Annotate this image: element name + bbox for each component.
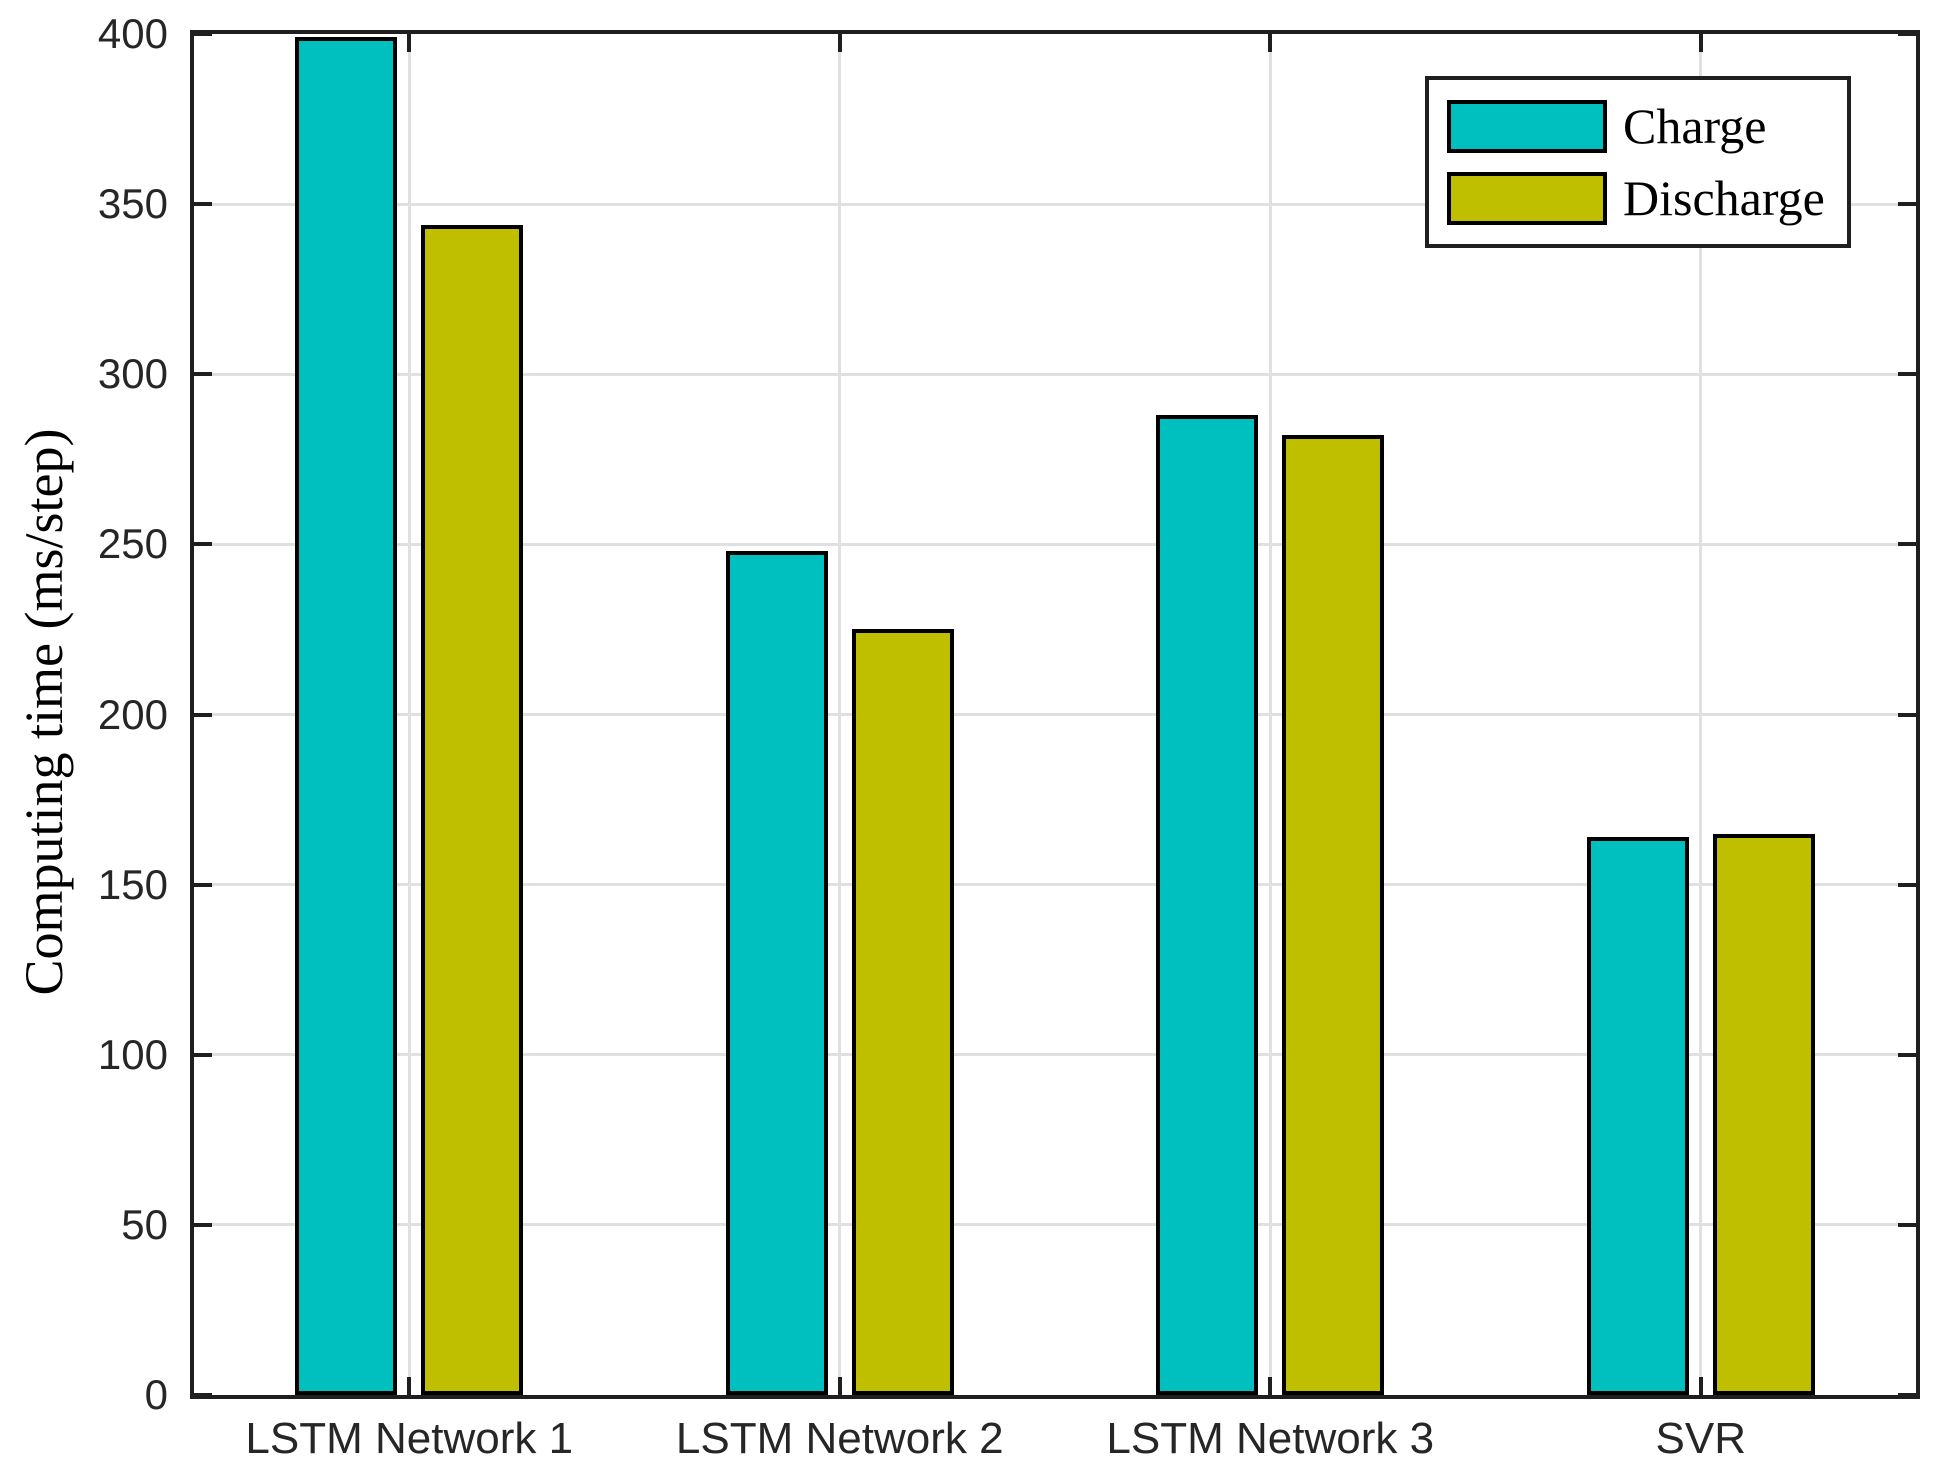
y-tick-label: 250: [97, 520, 168, 568]
y-tick-right: [1898, 882, 1916, 887]
y-tick-left: [194, 202, 212, 207]
x-tick-bottom: [407, 1377, 412, 1395]
x-tick-top: [1698, 34, 1703, 52]
y-gridline: [194, 1223, 1916, 1227]
x-gridline: [838, 34, 842, 1395]
y-tick-label: 300: [97, 350, 168, 398]
x-tick-label: SVR: [1655, 1414, 1746, 1463]
x-tick-label: LSTM Network 3: [1106, 1414, 1435, 1463]
x-gridline: [1268, 34, 1272, 1395]
legend-label: Charge: [1623, 98, 1767, 154]
y-tick-right: [1898, 1052, 1916, 1057]
bar-discharge: [421, 225, 524, 1395]
y-tick-label: 100: [97, 1030, 168, 1078]
y-tick-left: [194, 32, 212, 36]
x-tick-bottom: [1698, 1377, 1703, 1395]
y-tick-label: 150: [97, 860, 168, 908]
plot-area: Charge Discharge: [190, 30, 1920, 1399]
y-gridline: [194, 883, 1916, 887]
y-tick-right: [1898, 1393, 1916, 1397]
y-tick-left: [194, 712, 212, 717]
legend-swatch-discharge: [1447, 171, 1607, 225]
y-tick-left: [194, 882, 212, 887]
y-tick-label: 200: [97, 690, 168, 738]
y-tick-left: [194, 1222, 212, 1227]
bar-discharge: [1712, 834, 1815, 1395]
y-tick-left: [194, 542, 212, 547]
bar-charge: [725, 551, 828, 1395]
bar-charge: [295, 37, 398, 1395]
legend-swatch-charge: [1447, 99, 1607, 153]
bar-charge: [1586, 837, 1689, 1395]
y-tick-left: [194, 1052, 212, 1057]
x-tick-top: [407, 34, 412, 52]
y-tick-right: [1898, 542, 1916, 547]
x-tick-top: [837, 34, 842, 52]
bar-charge: [1156, 415, 1259, 1395]
y-tick-label: 350: [97, 180, 168, 228]
x-tick-top: [1268, 34, 1273, 52]
y-tick-right: [1898, 712, 1916, 717]
y-gridline: [194, 372, 1916, 376]
legend: Charge Discharge: [1425, 76, 1851, 248]
legend-label: Discharge: [1623, 170, 1825, 226]
y-tick-right: [1898, 372, 1916, 377]
legend-item: Charge: [1447, 98, 1825, 154]
y-tick-label: 400: [97, 10, 168, 57]
y-gridline: [194, 1053, 1916, 1057]
y-tick-right: [1898, 32, 1916, 36]
bar-discharge: [851, 629, 954, 1395]
y-tick-left: [194, 372, 212, 377]
y-tick-right: [1898, 1222, 1916, 1227]
x-tick-label: LSTM Network 1: [245, 1414, 574, 1463]
y-gridline: [194, 202, 1916, 206]
x-tick-bottom: [837, 1377, 842, 1395]
legend-item: Discharge: [1447, 170, 1825, 226]
x-tick-bottom: [1268, 1377, 1273, 1395]
x-tick-label: LSTM Network 2: [675, 1414, 1004, 1463]
y-tick-label: 50: [121, 1200, 168, 1248]
y-gridline: [194, 542, 1916, 546]
x-gridline: [1699, 34, 1703, 1395]
y-gridline: [194, 713, 1916, 716]
y-tick-right: [1898, 202, 1916, 207]
x-gridline: [407, 34, 411, 1395]
y-tick-label: 0: [144, 1371, 168, 1418]
y-tick-left: [194, 1393, 212, 1397]
bar-discharge: [1282, 435, 1385, 1395]
